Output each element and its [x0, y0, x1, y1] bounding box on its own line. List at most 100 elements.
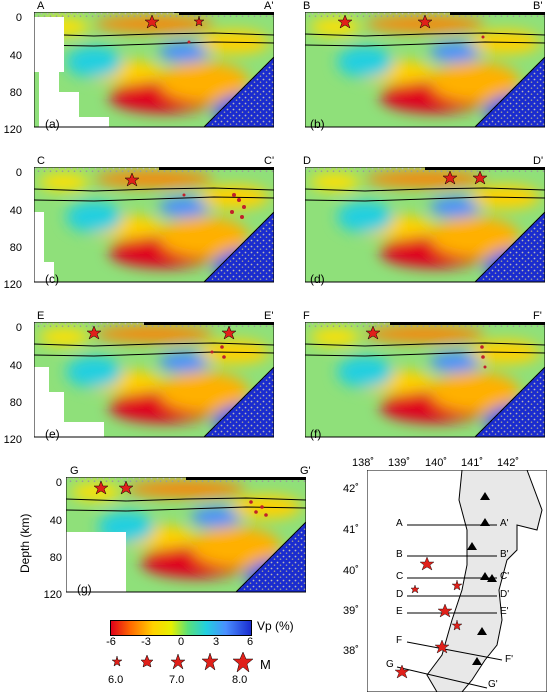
earthquake-star: [394, 664, 410, 679]
depth-tick: 80: [9, 87, 22, 99]
panel-a: A A' 0 40 80 120 (a): [0, 0, 275, 140]
panel-label: (c): [45, 272, 59, 286]
depth-tick: 0: [15, 12, 22, 24]
earthquake-star: [124, 172, 140, 187]
earthquake-star: [451, 579, 463, 591]
colorbar-tick: 3: [212, 636, 220, 648]
earthquake-star: [221, 325, 237, 340]
latitude-tick: 38˚: [343, 645, 359, 657]
earthquake-star: [86, 325, 102, 340]
depth-tick: 80: [9, 242, 22, 254]
earthquake-star: [410, 584, 420, 594]
profile-end-label: D': [533, 155, 544, 167]
panel-f: F F' (f): [275, 310, 550, 450]
colorbar-tick: 6: [246, 636, 254, 648]
volcano-marker: [224, 12, 236, 13]
earthquake-star: [472, 170, 488, 185]
map-profile-end: C': [500, 571, 510, 582]
profile-end-label: B': [533, 0, 543, 12]
earthquake-star: [93, 480, 109, 495]
map-profile-start: C: [396, 571, 404, 582]
earthquake-star: [437, 603, 453, 618]
volcano-marker: [251, 477, 263, 478]
depth-tick: 40: [9, 205, 22, 217]
depth-tick: 40: [49, 515, 62, 527]
map-profile-end: B': [500, 549, 509, 560]
latitude-tick: 40˚: [343, 565, 359, 577]
longitude-tick: 142˚: [497, 457, 520, 469]
longitude-tick: 141˚: [461, 457, 484, 469]
magnitude-value: 7.0: [169, 674, 185, 686]
colorbar-label: Vp (%): [257, 619, 294, 633]
panel-label: (g): [77, 582, 92, 596]
volcano-marker: [477, 627, 487, 635]
depth-tick: 40: [9, 50, 22, 62]
panel-label: (e): [45, 427, 60, 441]
panel-g: Depth (km) G G' 0 40 80 120 (g): [18, 465, 320, 605]
colorbar-tick: 0: [177, 636, 185, 648]
tomography-section: [305, 322, 545, 447]
magnitude-stars: [111, 652, 254, 673]
depth-tick: 80: [9, 397, 22, 409]
depth-tick: 40: [9, 360, 22, 372]
profile-start-label: B: [303, 0, 311, 12]
magnitude-label: M: [260, 657, 271, 672]
tomography-section: [34, 322, 274, 447]
earthquake-star: [442, 170, 458, 185]
magnitude-star: [201, 652, 219, 671]
volcano-marker: [154, 322, 166, 323]
tomography-section: [34, 167, 274, 292]
map-profile-start: D: [396, 589, 404, 600]
magnitude-legend: M 6.0 7.0 8.0: [0, 652, 340, 693]
tomography-section: [66, 477, 306, 602]
volcano-marker: [269, 477, 281, 478]
colorbar-gradient: [110, 620, 252, 636]
depth-tick: 120: [3, 279, 22, 291]
magnitude-value: 6.0: [108, 674, 124, 686]
tomography-section: [305, 12, 545, 137]
profile-start-label: F: [303, 310, 310, 322]
map-profile-end: E': [500, 606, 509, 617]
depth-tick: 120: [43, 589, 62, 601]
volcano-marker: [480, 572, 490, 580]
earthquake-star: [451, 619, 463, 631]
depth-tick: 80: [49, 552, 62, 564]
panel-label: (f): [310, 427, 322, 441]
volcano-marker: [475, 322, 487, 323]
panel-label: (a): [45, 117, 60, 131]
magnitude-star: [170, 653, 186, 670]
longitude-tick: 140˚: [425, 457, 448, 469]
magnitude-value: 8.0: [232, 674, 248, 686]
profile-start-label: D: [303, 155, 311, 167]
map-frame: [367, 470, 547, 692]
profile-end-label: C': [264, 155, 275, 167]
volcano-marker: [227, 167, 239, 168]
latitude-tick: 41˚: [343, 524, 359, 536]
map-profile-start: F: [396, 635, 403, 646]
profile-end-label: G': [300, 465, 311, 477]
earthquake-star: [417, 14, 433, 29]
earthquake-star: [365, 325, 381, 340]
panel-e: E E' 0 40 80 120 (e): [0, 310, 275, 450]
depth-tick: 0: [55, 477, 62, 489]
earthquake-star: [434, 639, 450, 654]
depth-tick: 0: [15, 322, 22, 334]
colorbar-tick: -6: [106, 636, 116, 648]
panel-label: (b): [310, 117, 325, 131]
panel-label: (d): [310, 272, 325, 286]
volcano-marker: [467, 542, 477, 550]
magnitude-star: [232, 652, 254, 673]
profile-start-label: C: [37, 155, 45, 167]
volcano-marker: [214, 322, 226, 323]
volcano-marker: [480, 492, 490, 500]
latitude-tick: 39˚: [343, 605, 359, 617]
earthquake-star: [118, 480, 134, 495]
magnitude-star: [140, 654, 154, 668]
volcano-marker: [217, 167, 229, 168]
depth-tick: 120: [3, 124, 22, 136]
volcano-marker: [196, 167, 208, 168]
profile-start-label: E: [37, 310, 45, 322]
map-profile-start: G: [386, 659, 394, 670]
depth-tick: 0: [15, 167, 22, 179]
volcano-marker: [174, 12, 186, 13]
